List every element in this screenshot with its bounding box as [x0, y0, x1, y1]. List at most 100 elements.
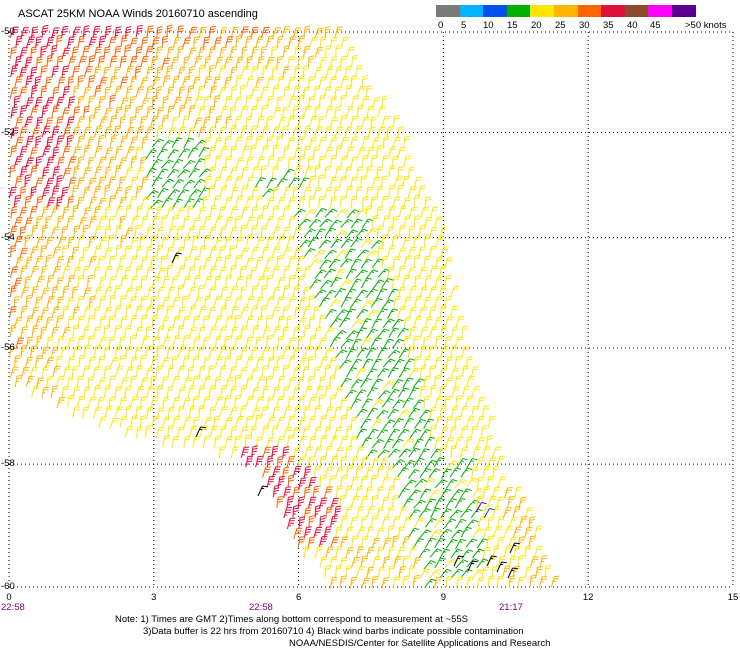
wind-barb [428, 468, 441, 478]
wind-barb [77, 315, 85, 328]
wind-barb [10, 206, 18, 219]
wind-barb [203, 76, 212, 89]
wind-barb [462, 386, 470, 398]
wind-barb [330, 117, 339, 130]
wind-barb [454, 518, 467, 529]
wind-barb [140, 56, 149, 68]
wind-barb [177, 207, 186, 219]
wind-barb [287, 156, 295, 169]
wind-barb [161, 159, 174, 169]
wind-barb [529, 574, 537, 588]
wind-barb [307, 237, 320, 248]
wind-barb [261, 365, 269, 378]
wind-barb [307, 536, 316, 549]
wind-barb [304, 346, 313, 358]
wind-barb [472, 548, 485, 559]
wind-barb [297, 536, 306, 548]
wind-barb [355, 546, 364, 559]
wind-barb [156, 325, 165, 338]
wind-barb [202, 36, 210, 49]
wind-barb [350, 416, 358, 429]
wind-barb [393, 556, 402, 568]
wind-barb [94, 306, 101, 320]
wind-barb [193, 36, 200, 49]
wind-barb [335, 485, 343, 498]
wind-barb [413, 517, 425, 528]
wind-barb [145, 168, 157, 179]
wind-barb [183, 334, 190, 348]
wind-barb [534, 546, 543, 558]
wind-barb [51, 185, 60, 198]
wind-barb [512, 505, 521, 518]
wind-barbs-layer [8, 24, 560, 590]
wind-barb [94, 205, 101, 219]
wind-barb [113, 66, 121, 79]
wind-barb [57, 76, 66, 89]
wind-barb [167, 189, 180, 199]
wind-barb [218, 445, 226, 459]
wind-barb [512, 565, 521, 578]
wind-barb [104, 247, 113, 260]
wind-barb [219, 166, 229, 179]
wind-barb [392, 275, 399, 289]
wind-barb [429, 569, 442, 580]
wind-barb [461, 325, 468, 339]
wind-barb [25, 157, 35, 169]
wind-barb [325, 66, 334, 78]
wind-barb [234, 195, 244, 208]
wind-barb [439, 548, 451, 560]
wind-barb [439, 404, 448, 418]
wind-barb [114, 164, 122, 178]
wind-barb [424, 537, 437, 548]
wind-barb [146, 287, 156, 299]
wind-barb [68, 177, 77, 189]
wind-barb [145, 149, 158, 160]
wind-barb [482, 547, 491, 559]
wind-barb [234, 296, 243, 309]
wind-barb [318, 297, 330, 308]
wind-barb [419, 409, 432, 420]
wind-barb [230, 124, 238, 138]
wind-barb [391, 318, 404, 329]
wind-barb [460, 526, 472, 538]
wind-barb [104, 266, 113, 279]
wind-barb [104, 385, 112, 398]
wind-barb [97, 134, 105, 148]
wind-barb [218, 65, 227, 78]
wind-barb [145, 305, 154, 318]
wind-barb [356, 249, 370, 259]
legend-swatch [577, 5, 602, 17]
wind-barb [366, 269, 379, 279]
wind-barb [292, 85, 301, 98]
wind-barb [120, 34, 128, 48]
wind-barb [350, 218, 363, 229]
wind-barb [172, 315, 181, 328]
wind-barb [378, 390, 391, 400]
wind-barb [220, 106, 229, 118]
wind-barb [88, 235, 96, 248]
wind-barb [391, 155, 399, 169]
wind-barb [41, 346, 50, 359]
wind-barb [528, 535, 536, 548]
wind-barb [98, 176, 106, 189]
wind-barb [403, 459, 416, 470]
wind-barb [423, 255, 431, 269]
wind-barb [66, 297, 75, 309]
wind-barb [214, 376, 222, 389]
wind-barb [418, 246, 426, 259]
wind-barb [524, 527, 533, 539]
wind-barb [261, 267, 271, 280]
wind-barb [272, 27, 282, 39]
wind-barb [31, 224, 39, 238]
wind-barb [124, 426, 134, 438]
wind-barb [156, 407, 165, 419]
wind-barb [324, 165, 331, 179]
wind-barb [119, 215, 126, 229]
wind-barb [319, 314, 326, 328]
wind-barb [271, 466, 281, 478]
wind-barb [213, 176, 222, 189]
wind-barb [98, 96, 106, 109]
wind-barb [202, 116, 211, 129]
wind-barb [67, 56, 77, 68]
wind-barb [345, 308, 356, 319]
